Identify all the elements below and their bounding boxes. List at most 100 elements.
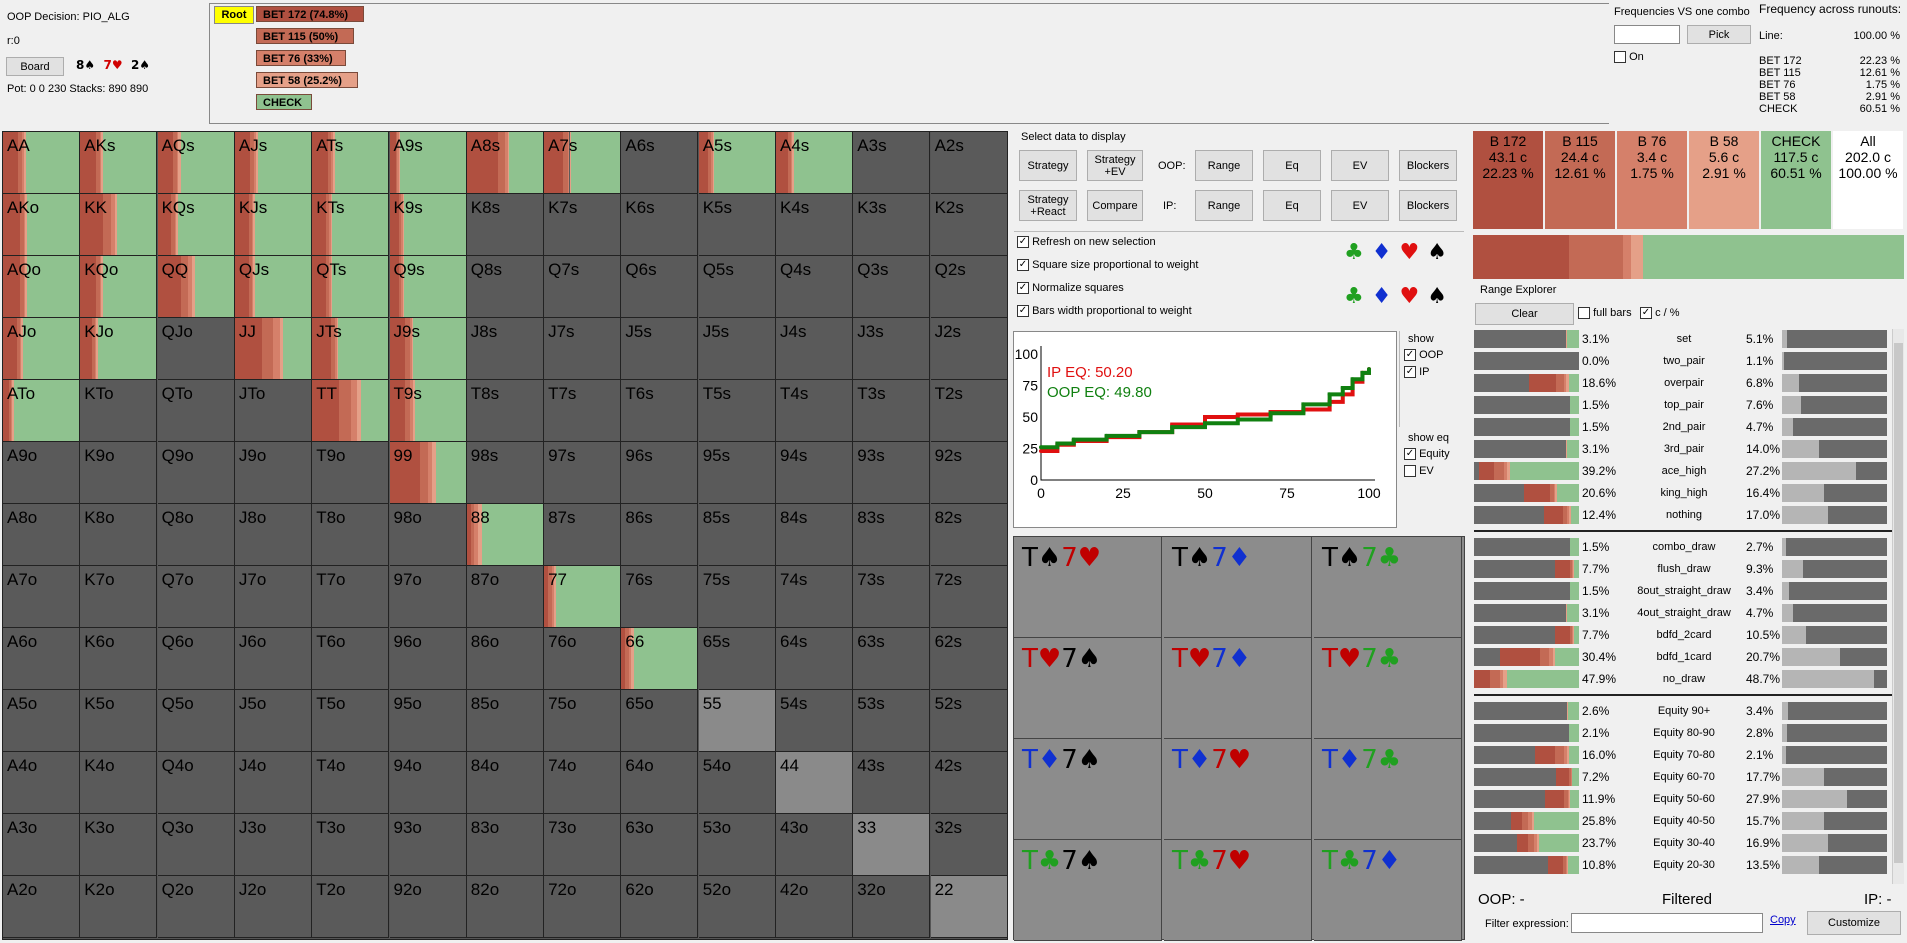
explorer-row[interactable]: 3.1% 4out_straight_draw 4.7% <box>1474 603 1892 623</box>
hand-cell[interactable]: K7s <box>544 194 622 256</box>
hand-cell[interactable]: J4o <box>234 752 312 814</box>
hand-cell[interactable]: J7o <box>234 566 312 628</box>
compare-button[interactable]: Compare <box>1087 190 1143 221</box>
hand-cell[interactable]: AQs <box>157 132 235 194</box>
suit-filter-icon[interactable]: ♠ <box>1427 240 1455 265</box>
turn-card-cell[interactable]: T♣7♥ <box>1164 840 1312 941</box>
explorer-row[interactable]: 25.8% Equity 40-50 15.7% <box>1474 811 1892 831</box>
oop-blockers-button[interactable]: Blockers <box>1399 150 1457 181</box>
explorer-row[interactable]: 1.5% top_pair 7.6% <box>1474 395 1892 415</box>
suit-filter-icon[interactable]: ♥ <box>1399 284 1428 309</box>
hand-cell[interactable]: J3s <box>853 318 931 380</box>
option-normalize[interactable]: ✓ Normalize squares <box>1017 282 1124 295</box>
hand-cell[interactable]: A4s <box>776 132 853 194</box>
explorer-row[interactable]: 2.6% Equity 90+ 3.4% <box>1474 701 1892 721</box>
hand-cell[interactable]: 95o <box>389 690 467 752</box>
hand-cell[interactable]: 55 <box>698 690 776 752</box>
oop-range-button[interactable]: Range <box>1195 150 1253 181</box>
hand-cell[interactable]: T8s <box>466 380 544 442</box>
ip-blockers-button[interactable]: Blockers <box>1399 190 1457 221</box>
explorer-scrollbar[interactable] <box>1892 329 1904 884</box>
hand-cell[interactable]: Q8s <box>466 256 544 318</box>
customize-button[interactable]: Customize <box>1807 911 1901 935</box>
hand-cell[interactable]: T5o <box>312 690 390 752</box>
turn-card-cell[interactable]: T♣7♠ <box>1014 840 1162 941</box>
hand-cell[interactable]: 92o <box>389 876 467 938</box>
explorer-row[interactable]: 30.4% bdfd_1card 20.7% <box>1474 647 1892 667</box>
hand-cell[interactable]: K3s <box>853 194 931 256</box>
hand-cell[interactable]: KQs <box>157 194 235 256</box>
explorer-row[interactable]: 2.1% Equity 80-90 2.8% <box>1474 723 1892 743</box>
explorer-row[interactable]: 0.0% two_pair 1.1% <box>1474 351 1892 371</box>
hand-cell[interactable]: 87o <box>466 566 544 628</box>
hand-cell[interactable]: T3s <box>853 380 931 442</box>
hand-cell[interactable]: 84s <box>776 504 853 566</box>
combo-on[interactable]: On <box>1614 51 1644 64</box>
ip-eq-button[interactable]: Eq <box>1263 190 1321 221</box>
hand-cell[interactable]: J2o <box>234 876 312 938</box>
hand-cell[interactable]: 65s <box>698 628 776 690</box>
explorer-row[interactable]: 47.9% no_draw 48.7% <box>1474 669 1892 689</box>
hand-cell[interactable]: A6o <box>3 628 80 690</box>
suit-filter-icon[interactable]: ♥ <box>1399 240 1428 265</box>
suit-filter-icon[interactable]: ♠ <box>1427 284 1455 309</box>
hand-cell[interactable]: K9s <box>389 194 467 256</box>
hand-cell[interactable]: 54s <box>776 690 853 752</box>
explorer-row[interactable]: 1.5% 8out_straight_draw 3.4% <box>1474 581 1892 601</box>
hand-cell[interactable]: 74s <box>776 566 853 628</box>
hand-cell[interactable]: J7s <box>544 318 622 380</box>
hand-cell[interactable]: 94o <box>389 752 467 814</box>
hand-cell[interactable]: J5o <box>234 690 312 752</box>
strategy-react-button[interactable]: Strategy +React <box>1019 190 1077 221</box>
show-oop[interactable]: ✓ OOP <box>1404 349 1444 362</box>
hand-cell[interactable]: T8o <box>312 504 390 566</box>
show-equity[interactable]: ✓ Equity <box>1404 448 1450 461</box>
cpct-toggle[interactable]: ✓ c / % <box>1640 307 1680 320</box>
ip-ev-button[interactable]: EV <box>1331 190 1389 221</box>
explorer-row[interactable]: 12.4% nothing 17.0% <box>1474 505 1892 525</box>
hand-cell[interactable]: ATs <box>312 132 390 194</box>
hand-cell[interactable]: J3o <box>234 814 312 876</box>
hand-cell[interactable]: AA <box>3 132 80 194</box>
hand-cell[interactable]: J8o <box>234 504 312 566</box>
hand-cell[interactable]: 86s <box>621 504 699 566</box>
hand-cell[interactable]: KTs <box>312 194 390 256</box>
explorer-row[interactable]: 10.8% Equity 20-30 13.5% <box>1474 855 1892 875</box>
hand-cell[interactable]: K6o <box>80 628 158 690</box>
hand-cell[interactable]: A9s <box>389 132 467 194</box>
turn-card-cell[interactable]: T♦7♠ <box>1014 739 1162 840</box>
show-equity-checkbox[interactable]: ✓ <box>1404 448 1416 461</box>
hand-cell[interactable]: K7o <box>80 566 158 628</box>
tree-action-bet58[interactable]: BET 58 (25.2%) <box>256 72 358 88</box>
hand-cell[interactable]: KJo <box>80 318 158 380</box>
explorer-row[interactable]: 7.7% bdfd_2card 10.5% <box>1474 625 1892 645</box>
turn-card-cell[interactable]: T♥7♦ <box>1164 638 1312 739</box>
hand-cell[interactable]: T4s <box>776 380 853 442</box>
hand-cell[interactable]: 74o <box>544 752 622 814</box>
hand-cell[interactable]: ATo <box>3 380 80 442</box>
option-checkbox[interactable]: ✓ <box>1017 282 1029 295</box>
hand-cell[interactable]: 66 <box>621 628 699 690</box>
hand-cell[interactable]: 54o <box>698 752 776 814</box>
hand-cell[interactable]: JTo <box>234 380 312 442</box>
hand-cell[interactable]: 82s <box>930 504 1008 566</box>
hand-cell[interactable]: A9o <box>3 442 80 504</box>
turn-card-cell[interactable]: T♦7♣ <box>1314 739 1462 840</box>
hand-cell[interactable]: AJs <box>234 132 312 194</box>
tree-action-bet115[interactable]: BET 115 (50%) <box>256 28 354 44</box>
hand-cell[interactable]: A6s <box>621 132 699 194</box>
hand-cell[interactable]: 87s <box>544 504 622 566</box>
turn-card-cell[interactable]: T♥7♠ <box>1014 638 1162 739</box>
hand-cell[interactable]: K9o <box>80 442 158 504</box>
option-checkbox[interactable]: ✓ <box>1017 259 1029 272</box>
hand-cell[interactable]: K8s <box>466 194 544 256</box>
suit-filter-icon[interactable]: ♦ <box>1371 240 1400 265</box>
hand-cell[interactable]: 92s <box>930 442 1008 504</box>
hand-cell[interactable]: 98o <box>389 504 467 566</box>
suit-filter-icon[interactable]: ♣ <box>1344 240 1372 265</box>
tree-root[interactable]: Root <box>214 6 254 24</box>
turn-card-cell[interactable]: T♥7♣ <box>1314 638 1462 739</box>
hand-cell[interactable]: QJo <box>157 318 235 380</box>
hand-cell[interactable]: Q8o <box>157 504 235 566</box>
hand-cell[interactable]: 99 <box>389 442 467 504</box>
